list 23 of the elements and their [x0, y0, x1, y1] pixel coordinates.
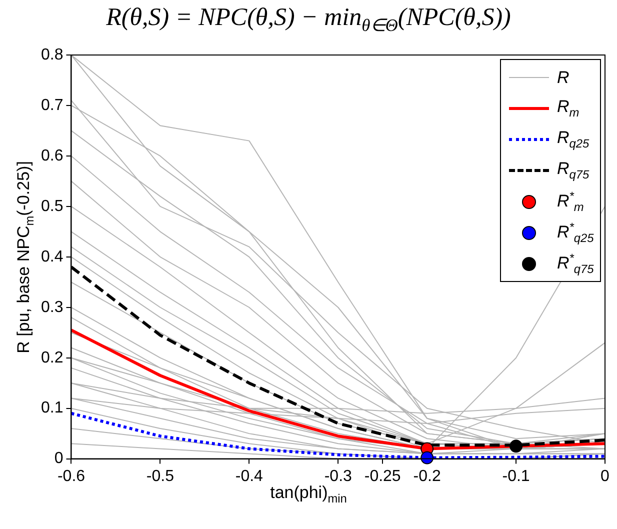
x-tick-label: -0.6 [57, 468, 86, 485]
y-tick-label: 0.4 [40, 248, 64, 266]
x-tick-label: -0.3 [324, 468, 352, 485]
x-tick-label: 0 [600, 468, 610, 485]
x-tick-label: -0.1 [502, 468, 530, 485]
y-tick-label: 0.1 [40, 400, 64, 417]
y-tick-label: 0.7 [40, 96, 64, 114]
y-tick-label: 0.6 [40, 147, 64, 164]
y-tick-label: 0 [54, 450, 64, 468]
y-tick-label: 0.5 [40, 198, 64, 215]
y-tick-label: 0.3 [40, 298, 64, 316]
legend-label: R [557, 68, 570, 88]
x-tick-label: -0.4 [235, 468, 264, 485]
legend-label: R$_{q25}$ [557, 128, 590, 151]
chart-title: R(θ,S) = NPC(θ,S) − min$_{θ∈Θ}$(NPC(θ,S)) [105, 4, 512, 36]
x-axis-title: tan(phi)$_{min}$ [270, 482, 347, 506]
x-tick-label: -0.5 [146, 468, 174, 485]
x-tick-label: -0.2 [413, 468, 441, 485]
legend-label: R$_{m}$ [557, 97, 580, 120]
y-tick-label: 0.8 [40, 46, 64, 64]
legend-label: R$_{q75}$ [557, 159, 590, 182]
y-tick-label: 0.2 [40, 349, 64, 366]
x-tick-label: -0.25 [364, 468, 401, 485]
